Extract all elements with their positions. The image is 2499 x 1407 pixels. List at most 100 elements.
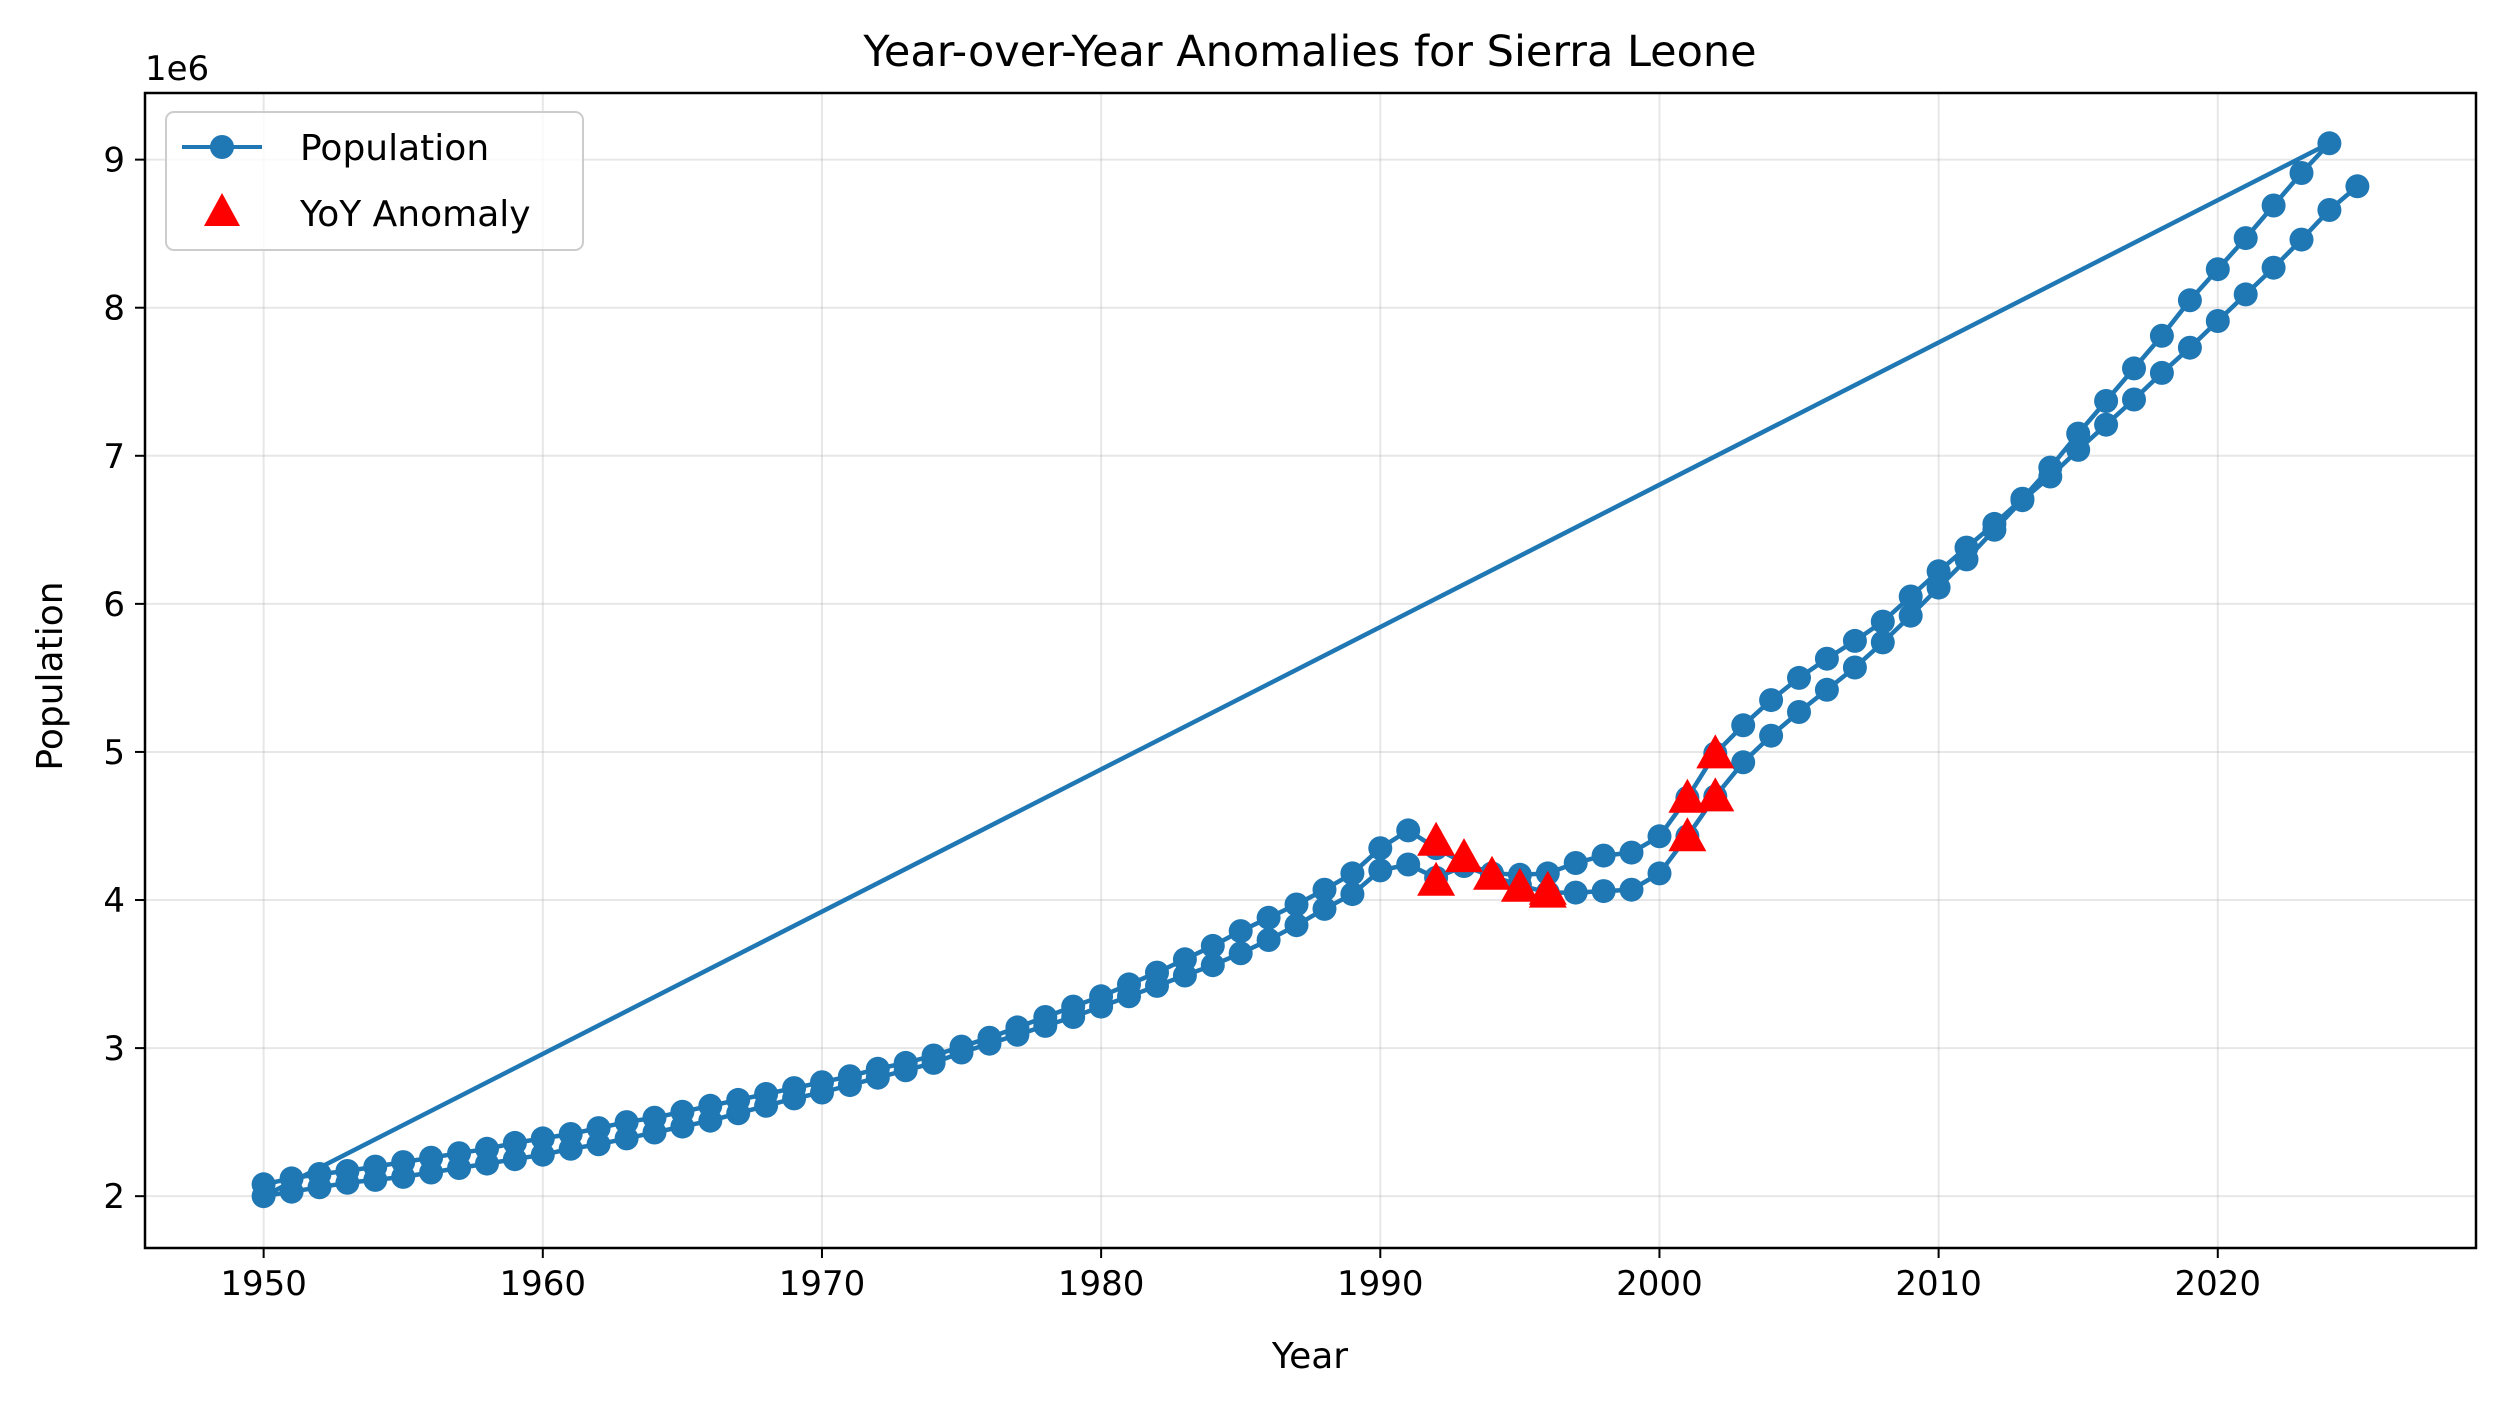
population-point xyxy=(2289,227,2314,252)
population-point xyxy=(1256,928,1281,952)
x-tick-label: 1970 xyxy=(779,1264,866,1304)
grid xyxy=(145,93,2476,1248)
y-tick-label: 7 xyxy=(103,437,125,477)
population-point xyxy=(1731,750,1756,775)
population-point xyxy=(1061,1005,1086,1029)
population-point xyxy=(1954,547,1979,572)
population-point xyxy=(1731,713,1756,738)
population-point xyxy=(1117,984,1141,1009)
population-point xyxy=(502,1147,527,1172)
population-point xyxy=(865,1065,890,1090)
population-point xyxy=(2122,356,2146,381)
population-point xyxy=(1228,941,1253,966)
population-point xyxy=(335,1170,360,1195)
population-point xyxy=(2345,174,2370,199)
population-point xyxy=(1759,723,1784,748)
population-point xyxy=(2317,131,2342,156)
population-point xyxy=(921,1050,946,1075)
population-point xyxy=(2066,437,2091,462)
population-point xyxy=(1898,603,1923,628)
population-point xyxy=(2094,412,2119,437)
population-point xyxy=(1870,630,1895,655)
population-point xyxy=(1926,575,1951,600)
y-tick-label: 4 xyxy=(103,881,125,921)
population-point xyxy=(2205,257,2230,282)
population-point xyxy=(2261,255,2286,280)
x-tick-label: 2020 xyxy=(2175,1264,2262,1304)
population-point xyxy=(558,1136,583,1161)
population-point xyxy=(1563,851,1588,875)
population-point xyxy=(2122,387,2146,412)
plot-data xyxy=(251,131,2370,1209)
population-point xyxy=(2317,198,2342,222)
population-point xyxy=(1814,677,1839,702)
x-tick-label: 1960 xyxy=(500,1264,587,1304)
population-point xyxy=(2149,323,2174,348)
population-point xyxy=(1563,880,1588,905)
population-point xyxy=(1647,861,1672,886)
population-point xyxy=(586,1132,611,1157)
population-point xyxy=(782,1086,807,1111)
population-point xyxy=(1089,994,1114,1019)
population-point xyxy=(419,1160,444,1185)
population-point xyxy=(1591,843,1616,868)
population-point xyxy=(1200,953,1225,978)
population-point xyxy=(1284,913,1309,938)
anomaly-marker xyxy=(1417,821,1456,856)
population-point xyxy=(1340,882,1365,907)
anomaly-marker xyxy=(1528,873,1567,908)
y-tick-label: 9 xyxy=(103,141,125,181)
population-point xyxy=(2038,464,2063,489)
population-point xyxy=(1005,1022,1030,1047)
population-point xyxy=(1982,517,2007,542)
population-point xyxy=(2261,193,2286,218)
chart-title: Year-over-Year Anomalies for Sierra Leon… xyxy=(862,27,1756,77)
population-point xyxy=(1312,896,1337,921)
anomaly-marker xyxy=(1696,777,1735,812)
population-point xyxy=(698,1108,723,1133)
population-point xyxy=(2177,288,2202,313)
population-point xyxy=(670,1114,695,1139)
anomaly-marker xyxy=(1668,778,1707,813)
population-point xyxy=(2289,161,2314,185)
population-point xyxy=(1591,879,1616,904)
anomaly-marker xyxy=(1696,734,1735,769)
anomaly-marker xyxy=(1417,861,1456,896)
population-point xyxy=(1396,818,1421,843)
population-point xyxy=(754,1093,779,1118)
population-point xyxy=(2233,282,2258,307)
legend-anomaly-marker xyxy=(204,193,240,226)
population-point xyxy=(279,1179,304,1204)
legend-population-marker xyxy=(210,135,234,159)
population-point xyxy=(837,1073,862,1098)
plot-frame xyxy=(143,91,2478,1250)
y-tick-label: 3 xyxy=(103,1029,125,1069)
population-point xyxy=(1787,665,1811,690)
population-point xyxy=(949,1040,974,1065)
population-point xyxy=(1619,877,1644,902)
population-point xyxy=(1256,905,1281,930)
anomaly-marker xyxy=(1473,855,1511,890)
anomaly-marker xyxy=(1445,838,1483,873)
x-tick-label: 2010 xyxy=(1895,1264,1982,1304)
population-point xyxy=(1033,1013,1058,1038)
y-tick-label: 5 xyxy=(103,733,125,773)
population-point xyxy=(2010,488,2035,513)
population-point xyxy=(810,1080,834,1105)
x-tick-label: 1990 xyxy=(1337,1264,1424,1304)
population-point xyxy=(475,1151,499,1176)
population-point xyxy=(1870,609,1895,634)
population-point xyxy=(251,1184,276,1209)
population-point xyxy=(1284,892,1309,917)
population-point xyxy=(2205,309,2230,333)
y-tick-label: 6 xyxy=(103,585,125,625)
x-tick-label: 1980 xyxy=(1058,1264,1145,1304)
anomaly-marker xyxy=(1500,867,1539,902)
population-point xyxy=(642,1120,667,1145)
population-point xyxy=(307,1175,332,1200)
population-point xyxy=(447,1156,472,1180)
population-point xyxy=(1200,933,1225,958)
y-tick-label: 8 xyxy=(103,289,125,329)
y-axis-label: Population xyxy=(30,581,71,770)
population-point xyxy=(363,1167,388,1192)
